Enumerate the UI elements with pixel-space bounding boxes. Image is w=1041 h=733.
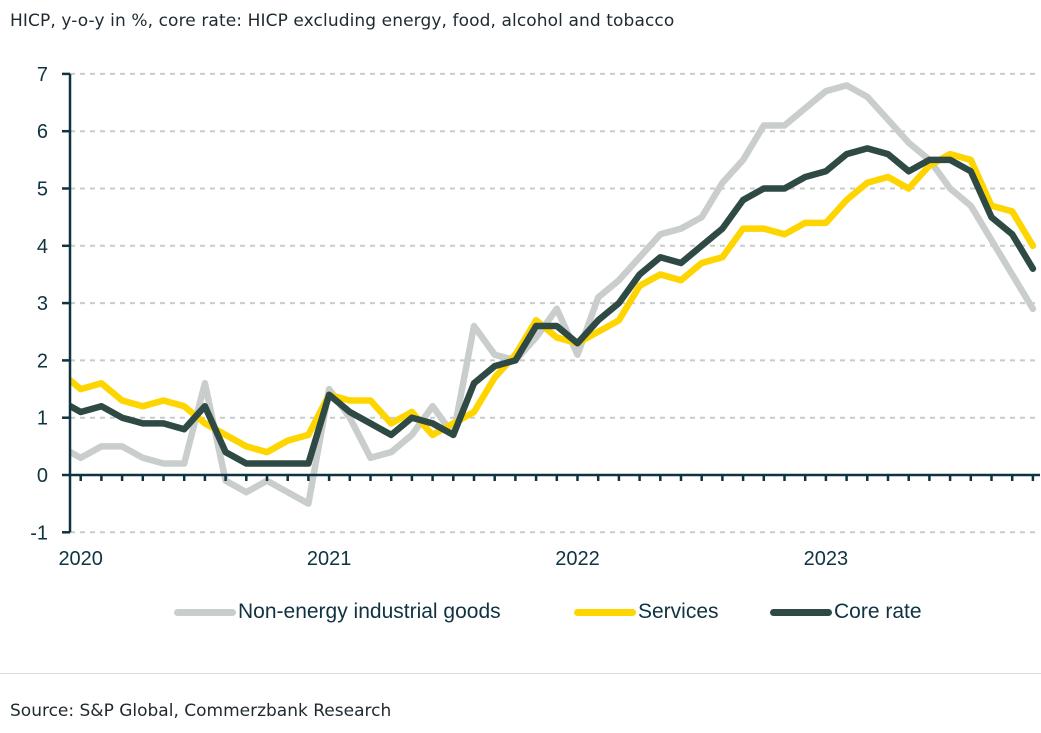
y-tick-label: 3 [37,293,48,315]
legend-label: Services [638,600,719,623]
legend-item-non-energy-industrial-goods: Non-energy industrial goods [174,596,501,628]
y-tick-labels: -1 0 1 2 3 4 5 6 7 [30,64,48,544]
divider [0,673,1041,674]
x-tick-label: 2021 [307,548,352,570]
series-line-core-rate [70,145,1037,467]
series-line-non-energy-industrial-goods [70,82,1037,507]
legend-swatch-services [574,608,636,616]
line-chart: -1 0 1 2 3 4 5 6 7 2020 2021 2022 2023 [30,64,1040,570]
y-tick-label: 5 [37,179,48,201]
y-tick-label: 7 [37,64,48,86]
source-note: Source: S&P Global, Commerzbank Research [10,701,392,721]
x-tick-label: 2020 [58,548,103,570]
legend-label: Core rate [834,600,922,623]
y-tick-label: -1 [30,522,48,544]
y-tick-label: 6 [37,121,48,143]
y-tick-label: 2 [37,350,48,372]
legend-item-services: Services [574,596,719,628]
y-tick-label: 1 [37,408,48,430]
chart-subtitle: HICP, y-o-y in %, core rate: HICP exclud… [10,11,675,31]
axes [62,72,1040,534]
y-tick-label: 0 [37,465,48,487]
x-tick-label: 2023 [804,548,849,570]
legend: Non-energy industrial goods Services Cor… [0,596,1041,628]
legend-swatch-non-energy-industrial-goods [174,608,236,616]
legend-item-core-rate: Core rate [770,596,922,628]
legend-swatch-core-rate [770,608,832,616]
x-tick-label: 2022 [555,548,600,570]
x-tick-labels: 2020 2021 2022 2023 [58,548,848,570]
gridlines [70,72,1040,534]
legend-label: Non-energy industrial goods [238,600,501,623]
series-lines [70,82,1037,507]
y-tick-label: 4 [37,236,48,258]
